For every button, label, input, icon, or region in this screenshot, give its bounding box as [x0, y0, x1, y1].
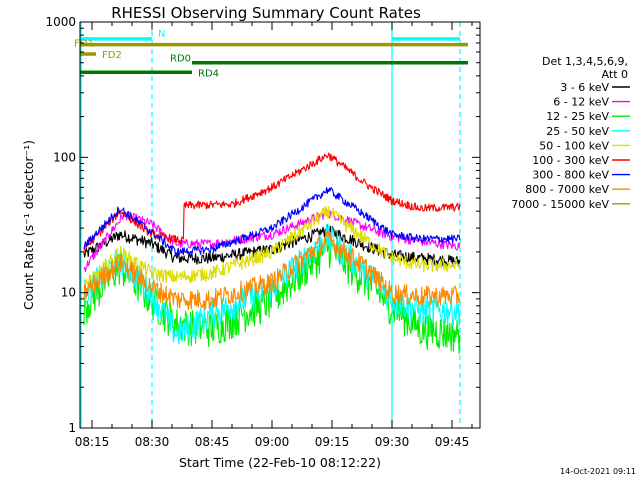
x-axis-ticks: 08:15 08:30 08:45 09:00 09:15 09:30 09:45 — [75, 22, 473, 449]
legend-label-6: 300 - 800 keV — [532, 169, 609, 182]
legend-label-2: 12 - 25 keV — [546, 110, 609, 123]
y-tick-label-0: 1 — [68, 421, 76, 435]
footer-date: 14-Oct-2021 09:11 — [560, 467, 636, 476]
series-line-5 — [83, 152, 461, 254]
chart-title: RHESSI Observing Summary Count Rates — [111, 4, 421, 22]
legend-header-1: Att 0 — [602, 68, 628, 81]
flag-bars: N FD1 FD2 RD0 RD4 — [74, 29, 468, 79]
x-tick-label-1: 08:30 — [135, 435, 170, 449]
series-line-6 — [83, 186, 461, 257]
flag-label-fd1: FD1 — [74, 39, 94, 50]
legend-label-3: 25 - 50 keV — [546, 125, 609, 138]
legend-label-8: 7000 - 15000 keV — [511, 198, 609, 211]
y-axis-ticks: 1 10 100 1000 — [45, 15, 480, 435]
legend-label-7: 800 - 7000 keV — [525, 183, 609, 196]
x-tick-label-2: 08:45 — [195, 435, 230, 449]
y-tick-label-2: 100 — [53, 150, 76, 164]
x-axis-label: Start Time (22-Feb-10 08:12:22) — [179, 455, 381, 470]
x-tick-label-5: 09:30 — [375, 435, 410, 449]
series-line-4 — [83, 206, 461, 290]
flag-label-fd2: FD2 — [102, 50, 122, 61]
x-tick-label-3: 09:00 — [255, 435, 290, 449]
y-axis-label: Count Rate (s⁻¹ detector⁻¹) — [21, 140, 36, 310]
legend-header-0: Det 1,3,4,5,6,9, — [542, 55, 628, 68]
legend-label-4: 50 - 100 keV — [539, 139, 609, 152]
legend-label-1: 6 - 12 keV — [553, 96, 609, 109]
plot-frame — [79, 21, 481, 429]
x-tick-label-4: 09:15 — [315, 435, 350, 449]
series-lines — [83, 152, 461, 355]
legend: Det 1,3,4,5,6,9,Att 03 - 6 keV 6 - 12 keV… — [511, 55, 630, 211]
y-tick-label-3: 1000 — [45, 15, 76, 29]
legend-label-5: 100 - 300 keV — [532, 154, 609, 167]
x-tick-label-0: 08:15 — [75, 435, 110, 449]
y-tick-label-1: 10 — [61, 286, 76, 300]
flag-label-n: N — [158, 29, 165, 40]
flag-label-rd0: RD0 — [170, 54, 191, 65]
series-line-7 — [83, 229, 461, 311]
flag-label-rd4: RD4 — [198, 68, 219, 79]
legend-label-0: 3 - 6 keV — [560, 81, 609, 94]
x-tick-label-6: 09:45 — [435, 435, 470, 449]
